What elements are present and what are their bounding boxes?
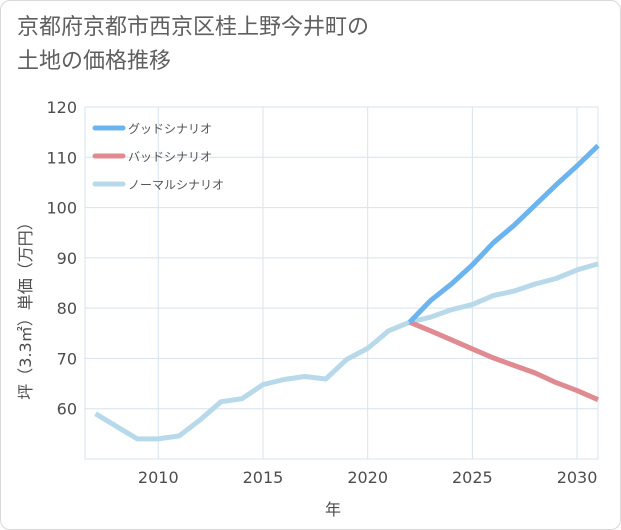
legend: グッドシナリオ バッドシナリオ ノーマルシナリオ (92, 122, 224, 192)
chart-title-line-1: 京都府京都市西京区桂上野今井町の (17, 15, 370, 40)
x-tick-label: 2025 (452, 468, 493, 487)
x-tick-label: 2015 (243, 468, 284, 487)
y-tick-label: 100 (46, 199, 77, 218)
x-tick-label: 2020 (347, 468, 388, 487)
x-tick-label: 2030 (557, 468, 598, 487)
y-tick-label: 110 (46, 148, 77, 167)
legend-label-good: グッドシナリオ (128, 122, 212, 136)
legend-label-normal: ノーマルシナリオ (128, 178, 224, 192)
grid (84, 106, 599, 460)
y-axis-ticks: 60 70 80 90 100 110 120 (46, 98, 77, 419)
series-line-good (407, 143, 600, 324)
y-tick-label: 90 (57, 249, 77, 268)
y-tick-label: 60 (57, 400, 77, 419)
y-tick-label: 70 (57, 349, 77, 368)
y-tick-label: 120 (46, 98, 77, 117)
legend-label-bad: バッドシナリオ (128, 150, 212, 164)
series-layer (94, 143, 600, 442)
x-axis-ticks: 2010 2015 2020 2025 2030 (138, 468, 597, 487)
x-tick-label: 2010 (138, 468, 179, 487)
chart-title-line-2: 土地の価格推移 (17, 49, 172, 74)
series-line-bad (408, 319, 599, 402)
y-axis-label: 坪（3.3㎡）単価（万円） (16, 214, 35, 399)
chart-title: 京都府京都市西京区桂上野今井町の 土地の価格推移 (17, 11, 577, 79)
x-axis-label: 年 (325, 500, 341, 519)
series-line-normal (94, 261, 599, 442)
y-tick-label: 80 (57, 299, 77, 318)
